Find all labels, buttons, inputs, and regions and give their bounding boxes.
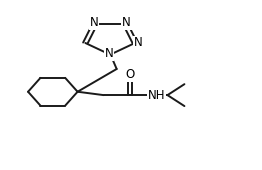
Text: N: N [90, 16, 99, 29]
Text: NH: NH [148, 89, 165, 103]
Text: N: N [122, 16, 131, 29]
Text: O: O [125, 68, 134, 81]
Text: N: N [134, 37, 143, 49]
Text: N: N [105, 47, 113, 60]
